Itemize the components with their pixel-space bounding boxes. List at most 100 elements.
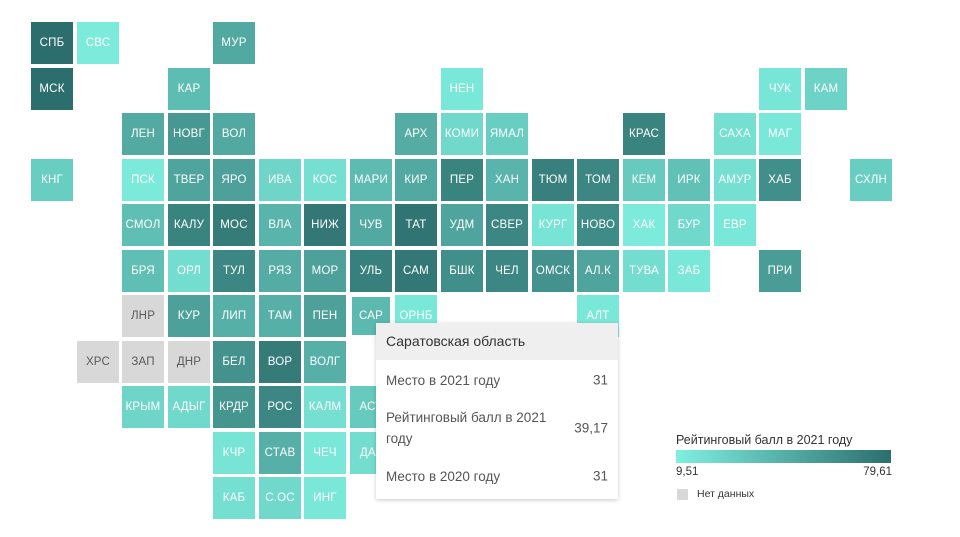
region-tile-ирк[interactable]: ИРК [668,159,710,201]
region-tile-кург[interactable]: КУРГ [532,204,574,246]
region-tile-схлн[interactable]: СХЛН [850,159,892,201]
region-tile-адыг[interactable]: АДЫГ [168,386,210,428]
region-tile-евр[interactable]: ЕВР [714,204,756,246]
region-tile-крым[interactable]: КРЫМ [122,386,164,428]
region-tile-вор[interactable]: ВОР [259,341,301,383]
region-tile-кам[interactable]: КАМ [805,68,847,110]
region-tile-саха[interactable]: САХА [714,113,756,155]
region-tile-уль[interactable]: УЛЬ [350,250,392,292]
region-tile-калу[interactable]: КАЛУ [168,204,210,246]
region-tile-пск[interactable]: ПСК [122,159,164,201]
region-tile-ново[interactable]: НОВО [577,204,619,246]
region-tile-волг[interactable]: ВОЛГ [304,341,346,383]
region-tile-рос[interactable]: РОС [259,386,301,428]
region-tile-хаб[interactable]: ХАБ [759,159,801,201]
region-tile-крдр[interactable]: КРДР [213,386,255,428]
region-tile-твер[interactable]: ТВЕР [168,159,210,201]
region-tile-днр[interactable]: ДНР [168,341,210,383]
region-tile-мск[interactable]: МСК [31,68,73,110]
region-tile-яро[interactable]: ЯРО [213,159,255,201]
tooltip-row-score-2021: Рейтинговый балл в 2021 году 39,17 [376,400,618,456]
region-tile-лип[interactable]: ЛИП [213,295,255,337]
no-data-swatch [677,488,688,500]
region-tile-кем[interactable]: КЕМ [623,159,665,201]
tooltip-region-name: Саратовская область [376,323,618,360]
region-tile-чук[interactable]: ЧУК [759,68,801,110]
region-tile-ал.к[interactable]: АЛ.К [577,250,619,292]
region-tile-мур[interactable]: МУР [213,22,255,64]
region-tile-амур[interactable]: АМУР [714,159,756,201]
region-tile-крас[interactable]: КРАС [623,113,665,155]
region-tile-омск[interactable]: ОМСК [532,250,574,292]
region-tile-орл[interactable]: ОРЛ [168,250,210,292]
tooltip-row-place-2021: Место в 2021 году 31 [376,360,618,400]
region-tile-вла[interactable]: ВЛА [259,204,301,246]
region-tile-лнр[interactable]: ЛНР [122,295,164,337]
region-tile-зап[interactable]: ЗАП [122,341,164,383]
legend-ticks: 9,51 79,61 [676,466,892,482]
region-tile-при[interactable]: ПРИ [759,250,801,292]
region-tile-пен[interactable]: ПЕН [304,295,346,337]
region-tile-маг[interactable]: МАГ [759,113,801,155]
legend-no-data: Нет данных [676,488,892,500]
region-tile-сам[interactable]: САМ [395,250,437,292]
region-tile-арх[interactable]: АРХ [395,113,437,155]
region-tile-свер[interactable]: СВЕР [486,204,528,246]
region-tile-заб[interactable]: ЗАБ [668,250,710,292]
region-tile-с.ос[interactable]: С.ОС [259,477,301,519]
legend-max-label: 79,61 [863,466,892,478]
region-tile-мари[interactable]: МАРИ [350,159,392,201]
region-tile-тат[interactable]: ТАТ [395,204,437,246]
region-tile-спб[interactable]: СПБ [31,22,73,64]
region-tile-тува[interactable]: ТУВА [623,250,665,292]
region-tile-свс[interactable]: СВС [77,22,119,64]
region-tile-бел[interactable]: БЕЛ [213,341,255,383]
region-tile-хан[interactable]: ХАН [486,159,528,201]
legend-title: Рейтинговый балл в 2021 году [676,433,853,447]
region-tile-чув[interactable]: ЧУВ [350,204,392,246]
region-tile-инг[interactable]: ИНГ [304,477,346,519]
region-tile-ямал[interactable]: ЯМАЛ [486,113,528,155]
region-tile-хак[interactable]: ХАК [623,204,665,246]
tooltip-label: Рейтинговый балл в 2021 году [386,410,547,446]
region-tile-мор[interactable]: МОР [304,250,346,292]
region-tile-нен[interactable]: НЕН [441,68,483,110]
region-tile-ива[interactable]: ИВА [259,159,301,201]
region-tile-мос[interactable]: МОС [213,204,255,246]
tooltip-value: 31 [592,372,608,388]
region-tile-бшк[interactable]: БШК [441,250,483,292]
region-tile-вол[interactable]: ВОЛ [213,113,255,155]
region-tile-кур[interactable]: КУР [168,295,210,337]
region-tile-хрс[interactable]: ХРС [77,341,119,383]
region-tile-ниж[interactable]: НИЖ [304,204,346,246]
region-tile-чел[interactable]: ЧЕЛ [486,250,528,292]
region-tile-новг[interactable]: НОВГ [168,113,210,155]
region-tooltip: Саратовская область Место в 2021 году 31… [376,323,618,499]
region-tile-тул[interactable]: ТУЛ [213,250,255,292]
region-tile-пер[interactable]: ПЕР [441,159,483,201]
region-tile-калм[interactable]: КАЛМ [304,386,346,428]
region-tile-бря[interactable]: БРЯ [122,250,164,292]
region-tile-коми[interactable]: КОМИ [441,113,483,155]
region-tile-удм[interactable]: УДМ [441,204,483,246]
region-tile-кос[interactable]: КОС [304,159,346,201]
tooltip-row-place-2020: Место в 2020 году 31 [376,456,618,496]
legend-min-label: 9,51 [676,466,699,478]
region-tile-том[interactable]: ТОМ [577,159,619,201]
region-tile-бур[interactable]: БУР [668,204,710,246]
region-tile-кар[interactable]: КАР [168,68,210,110]
region-tile-ряз[interactable]: РЯЗ [259,250,301,292]
region-tile-кир[interactable]: КИР [395,159,437,201]
region-tile-тюм[interactable]: ТЮМ [532,159,574,201]
region-tile-смол[interactable]: СМОЛ [122,204,164,246]
color-legend: Рейтинговый балл в 2021 году 9,51 79,61 … [676,432,892,500]
region-tile-кнг[interactable]: КНГ [31,159,73,201]
region-tile-там[interactable]: ТАМ [259,295,301,337]
region-tile-кчр[interactable]: КЧР [213,432,255,474]
region-tile-лен[interactable]: ЛЕН [122,113,164,155]
tooltip-label: Место в 2021 году [386,372,501,388]
region-tile-чеч[interactable]: ЧЕЧ [304,432,346,474]
tooltip-value: 31 [592,468,608,484]
region-tile-каб[interactable]: КАБ [213,477,255,519]
region-tile-став[interactable]: СТАВ [259,432,301,474]
